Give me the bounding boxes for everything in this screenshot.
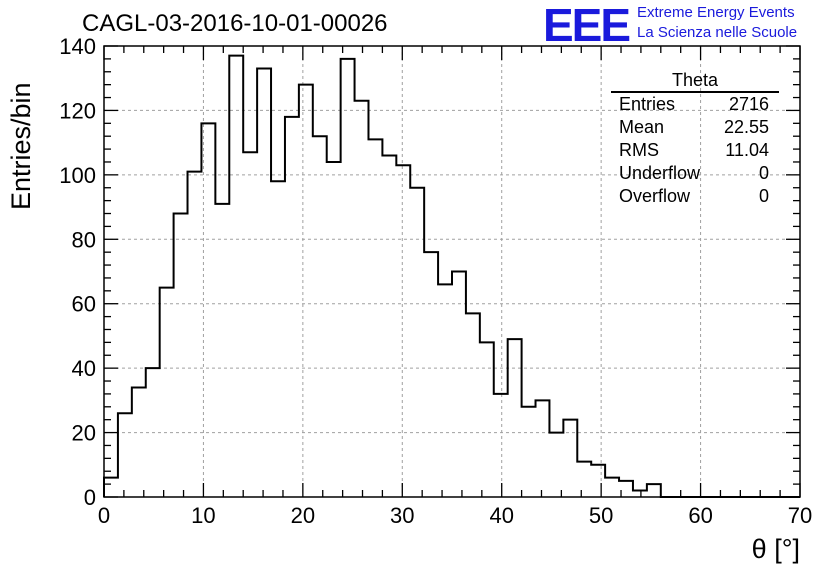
histogram-bin — [229, 56, 243, 497]
histogram-bin — [494, 394, 508, 497]
histogram-bin — [118, 413, 132, 497]
histogram-line — [103, 54, 800, 498]
histogram-bin — [382, 156, 396, 497]
stats-label: Entries — [619, 94, 676, 114]
stats-box: Theta Entries 2716 Mean 22.55 RMS 11.04 Underf… — [611, 70, 779, 208]
histogram-bin — [188, 172, 202, 497]
histogram-bin — [522, 407, 536, 497]
eee-logo: EEE — [543, 0, 631, 51]
chart-title: CAGL-03-2016-10-01-00026 — [82, 10, 388, 37]
histogram-bin — [424, 252, 438, 497]
histogram-bin — [341, 59, 355, 497]
stats-value: 11.04 — [725, 140, 769, 160]
histogram-bin — [466, 313, 480, 497]
histogram-bin — [368, 139, 382, 497]
histogram-bin — [605, 478, 619, 497]
stats-label: Mean — [619, 117, 665, 137]
stats-row: RMS 11.04 — [611, 139, 779, 162]
y-tick-label: 80 — [72, 227, 96, 252]
x-axis-label: θ [°] — [751, 534, 800, 564]
histogram-bin — [271, 181, 285, 497]
x-tick-label: 10 — [191, 503, 215, 528]
histogram-bin — [577, 462, 591, 497]
stats-label: RMS — [619, 140, 659, 160]
histogram-bin — [160, 288, 174, 497]
histogram-bin — [452, 272, 466, 498]
histogram-bin — [508, 339, 522, 497]
y-tick-label: 140 — [59, 34, 96, 59]
histogram-bin — [327, 162, 341, 497]
histogram-bin — [438, 284, 452, 497]
x-tick-label: 40 — [489, 503, 513, 528]
plot-frame — [103, 45, 801, 498]
stats-value: 0 — [758, 163, 769, 183]
histogram-bin — [355, 101, 369, 497]
stats-rows: Entries 2716 Mean 22.55 RMS 11.04 Underflow 0 Ov… — [611, 93, 779, 208]
stats-value: 22.55 — [723, 117, 769, 137]
y-tick-label: 60 — [72, 292, 96, 317]
histogram-bin — [396, 165, 410, 497]
histogram-bin — [591, 465, 605, 497]
stats-label: Overflow — [619, 186, 691, 206]
stats-row: Entries 2716 — [611, 93, 779, 116]
x-tick-label: 70 — [788, 503, 812, 528]
histogram-bin — [480, 342, 494, 497]
x-tick-label: 50 — [589, 503, 613, 528]
histogram-bin — [549, 433, 563, 497]
x-tick-label: 30 — [390, 503, 414, 528]
histogram-bin — [104, 478, 118, 497]
y-tick-label: 100 — [59, 163, 96, 188]
histogram-bin — [215, 204, 229, 497]
y-tick-label: 20 — [72, 421, 96, 446]
y-tick-label: 120 — [59, 98, 96, 123]
y-tick-label: 40 — [72, 356, 96, 381]
stats-row: Underflow 0 — [611, 162, 779, 185]
histogram-bin — [174, 214, 188, 497]
histogram-bin — [285, 117, 299, 497]
x-tick-label: 0 — [98, 503, 110, 528]
stats-label: Underflow — [619, 163, 701, 183]
stats-row: Overflow 0 — [611, 185, 779, 208]
histogram-bin — [313, 136, 327, 497]
histogram-bin — [536, 400, 550, 497]
histogram-bin — [410, 188, 424, 497]
stats-value: 0 — [758, 186, 769, 206]
histogram-bin — [243, 152, 257, 497]
brand-line-1: Extreme Energy Events — [637, 4, 795, 21]
histogram-bin — [647, 484, 661, 497]
x-tick-label: 20 — [291, 503, 315, 528]
x-tick-label: 60 — [688, 503, 712, 528]
brand-line-2: La Scienza nelle Scuole — [637, 24, 798, 41]
histogram-bin — [132, 387, 146, 497]
stats-row: Mean 22.55 — [611, 116, 779, 139]
histogram-bin — [299, 85, 313, 497]
stats-title: Theta — [611, 70, 779, 93]
y-tick-label: 0 — [84, 485, 96, 510]
histogram-bin — [563, 420, 577, 497]
stats-value: 2716 — [728, 94, 769, 114]
